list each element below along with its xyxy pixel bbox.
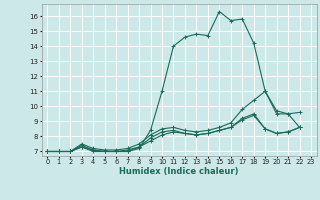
X-axis label: Humidex (Indice chaleur): Humidex (Indice chaleur) <box>119 167 239 176</box>
